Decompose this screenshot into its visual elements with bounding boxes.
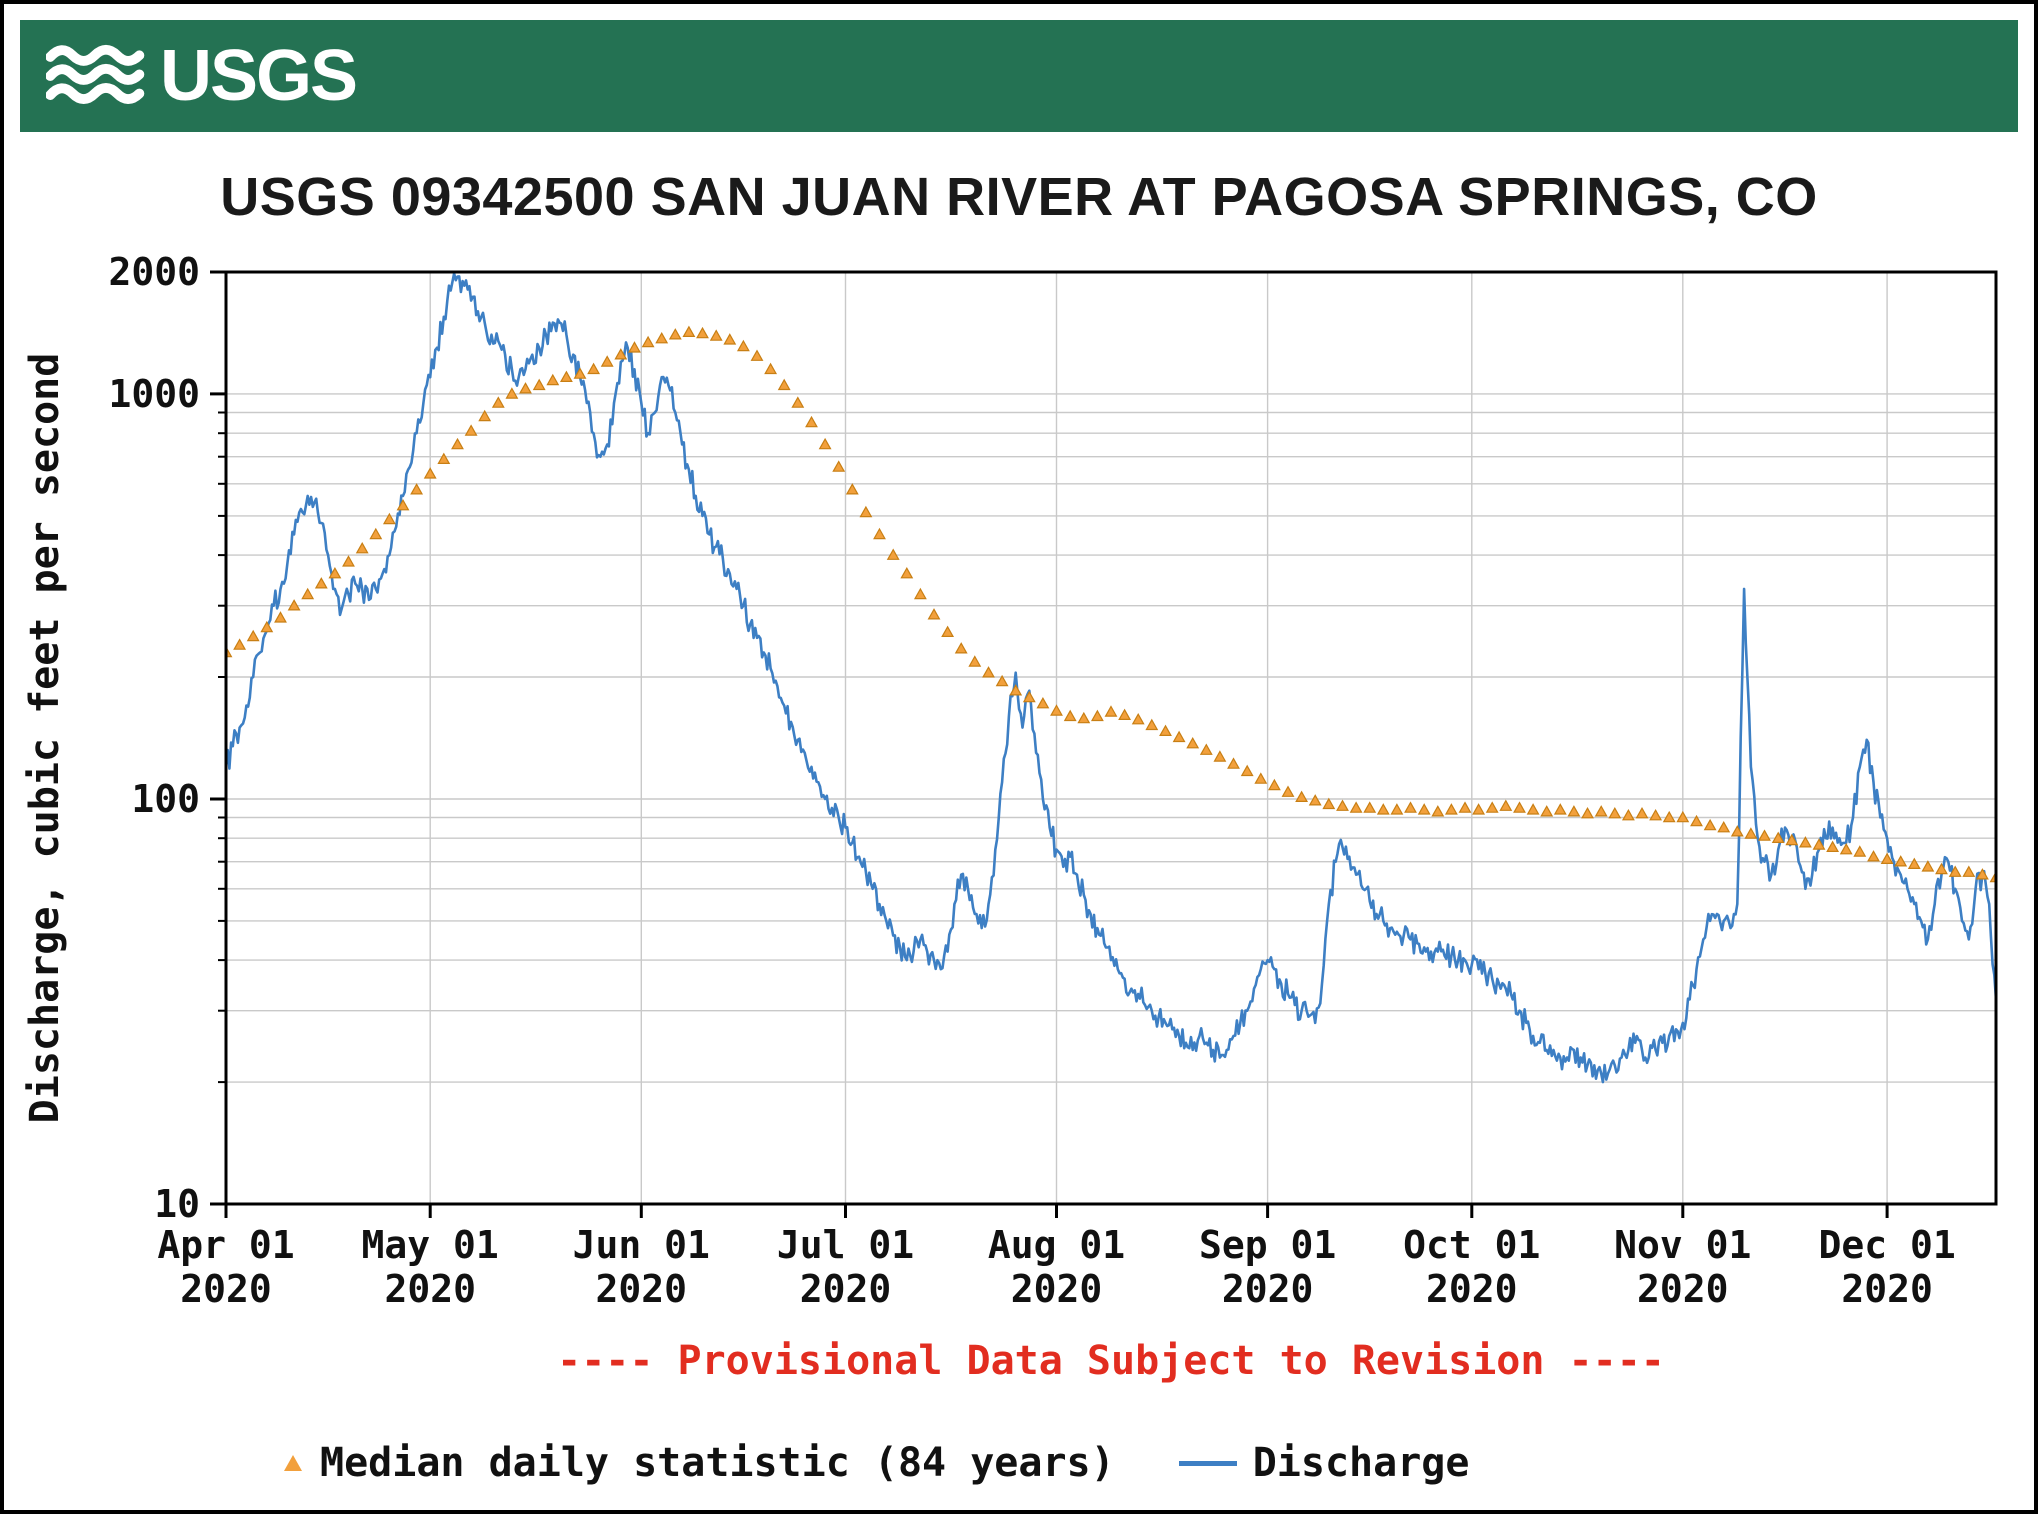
axis-ticks xyxy=(210,270,1889,1218)
usgs-logo-text: USGS xyxy=(160,36,358,116)
usgs-wave-icon xyxy=(46,44,145,104)
discharge-line-icon xyxy=(1178,1460,1237,1466)
usgs-logo: USGS xyxy=(46,36,358,116)
svg-text:Dec 01: Dec 01 xyxy=(1818,1223,1955,1267)
svg-text:Oct 01: Oct 01 xyxy=(1403,1223,1540,1267)
legend: Median daily statistic (84 years) Discha… xyxy=(284,1440,1469,1486)
svg-text:2020: 2020 xyxy=(384,1267,476,1311)
gridlines xyxy=(225,271,1996,1205)
svg-text:2020: 2020 xyxy=(1841,1267,1933,1311)
y-axis-label: Discharge, cubic feet per second xyxy=(22,353,68,1124)
plot-frame xyxy=(224,270,1998,1206)
svg-text:100: 100 xyxy=(131,777,200,821)
svg-text:2020: 2020 xyxy=(596,1267,688,1311)
legend-item-discharge: Discharge xyxy=(1178,1440,1470,1486)
usgs-header-banner: USGS xyxy=(20,20,2018,132)
median-marker-icon xyxy=(284,1455,302,1471)
svg-text:2020: 2020 xyxy=(180,1267,272,1311)
svg-text:Aug 01: Aug 01 xyxy=(988,1223,1125,1267)
svg-text:10: 10 xyxy=(154,1182,200,1226)
svg-text:Nov 01: Nov 01 xyxy=(1614,1223,1751,1267)
svg-text:Jul 01: Jul 01 xyxy=(777,1223,914,1267)
svg-text:2020: 2020 xyxy=(1222,1267,1314,1311)
svg-text:May 01: May 01 xyxy=(362,1223,499,1267)
provisional-note: ---- Provisional Data Subject to Revisio… xyxy=(557,1338,1665,1384)
discharge-line xyxy=(226,272,1996,1084)
svg-text:2020: 2020 xyxy=(1426,1267,1518,1311)
svg-text:2000: 2000 xyxy=(108,250,200,294)
legend-label-median: Median daily statistic (84 years) xyxy=(320,1440,1115,1486)
svg-text:Jun 01: Jun 01 xyxy=(573,1223,710,1267)
legend-label-discharge: Discharge xyxy=(1252,1440,1470,1486)
median-markers xyxy=(226,325,1996,883)
chart-title: USGS 09342500 SAN JUAN RIVER AT PAGOSA S… xyxy=(220,167,1818,227)
y-axis-labels: 10 100 1000 2000 xyxy=(108,250,200,1226)
svg-text:1000: 1000 xyxy=(108,372,200,416)
svg-text:2020: 2020 xyxy=(800,1267,892,1311)
svg-text:2020: 2020 xyxy=(1637,1267,1729,1311)
series-layer xyxy=(226,272,1996,1084)
svg-text:Apr 01: Apr 01 xyxy=(157,1223,294,1267)
svg-text:2020: 2020 xyxy=(1011,1267,1103,1311)
svg-text:Sep 01: Sep 01 xyxy=(1199,1223,1336,1267)
legend-item-median: Median daily statistic (84 years) xyxy=(284,1440,1115,1486)
